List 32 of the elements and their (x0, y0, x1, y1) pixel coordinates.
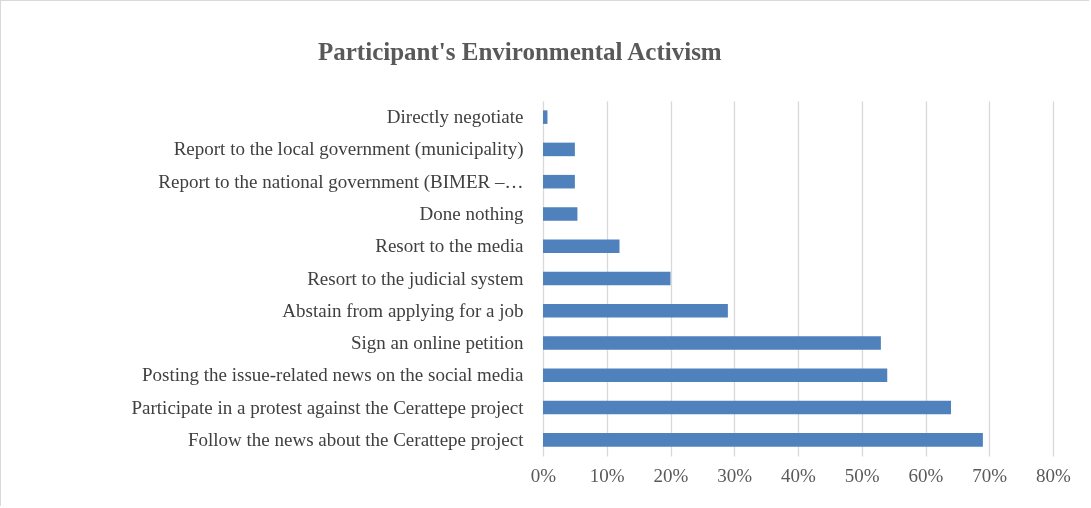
y-tick-label: Sign an online petition (350, 332, 524, 354)
bar (543, 207, 578, 221)
y-tick-label: Report to the local government (municipality) (173, 138, 524, 161)
bar (543, 174, 575, 189)
bar (543, 336, 881, 350)
y-tick-label: Report to the national government (BIMER –… (158, 170, 524, 193)
x-tick-label: 0% (530, 464, 557, 486)
bar (543, 142, 575, 157)
bar (543, 110, 548, 124)
bar (543, 239, 620, 253)
y-tick-label: Resort to the media (375, 235, 525, 257)
y-tick-label: Posting the issue-related news on the social media (142, 364, 525, 386)
bar (543, 368, 888, 383)
bar (543, 304, 728, 318)
x-tick-label: 30% (717, 464, 753, 486)
x-tick-label: 80% (1036, 464, 1072, 486)
chart-title: Participant's Environmental Activism (318, 38, 722, 65)
bar (543, 433, 983, 447)
x-tick-label: 70% (972, 464, 1008, 486)
y-tick-label: Directly negotiate (386, 106, 524, 128)
y-tick-label: Done nothing (419, 202, 524, 224)
y-tick-label: Abstain from applying for a job (282, 299, 524, 321)
y-tick-label: Resort to the judicial system (307, 267, 524, 289)
x-tick-label: 40% (781, 464, 817, 486)
x-tick-label: 10% (589, 464, 625, 486)
bar (543, 271, 671, 286)
bar (543, 400, 951, 415)
x-tick-label: 50% (844, 464, 880, 486)
x-tick-label: 20% (653, 464, 689, 486)
y-tick-label: Participate in a protest against the Cerattepe project (131, 396, 525, 418)
x-tick-label: 60% (908, 464, 944, 486)
y-tick-label: Follow the news about the Cerattepe project (187, 428, 525, 450)
